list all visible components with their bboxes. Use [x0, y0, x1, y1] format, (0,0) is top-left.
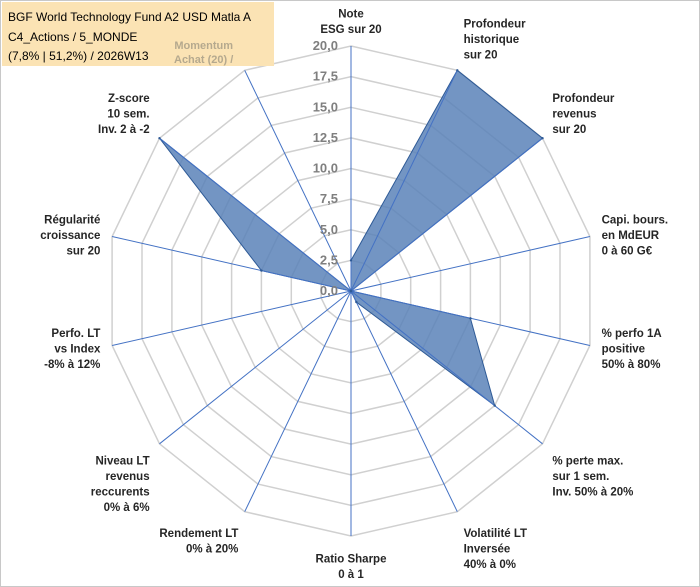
axis-label-line: 50% à 80% — [602, 359, 661, 371]
axis-label-line: Capi. bours. — [602, 215, 668, 227]
axis-label-line: vs Index — [54, 344, 101, 356]
axis-label-line: sur 1 sem. — [552, 471, 609, 483]
spoke-axis-regularite — [111, 236, 352, 292]
tick-label-8: 20,0 — [313, 38, 338, 53]
axis-label-line: sur 20 — [464, 49, 498, 61]
spoke-axis-perte-max — [350, 290, 543, 445]
tick-label-5: 12,5 — [313, 130, 338, 145]
spoke-axis-profondeur-historique — [350, 70, 458, 292]
axis-label-line: 0 à 1 — [338, 569, 364, 581]
axis-label-line: 0% à 20% — [186, 544, 238, 556]
axis-label-axis-niveau-lt-revenus: Niveau LT revenus reccurents 0% à 6% — [91, 456, 150, 515]
data-point-axis-volatilite — [355, 300, 358, 304]
axis-label-axis-perte-max: % perte max. sur 1 sem. Inv. 50% à 20% — [552, 456, 633, 499]
axis-label-axis-perfo-lt-index: Perfo. LT vs Index -8% à 12% — [44, 328, 101, 371]
spoke-axis-niveau-lt-revenus — [159, 290, 352, 445]
axis-label-line: Régularité — [44, 215, 100, 227]
data-point-axis-perte-max — [493, 404, 496, 407]
data-point-axis-vente — [349, 289, 353, 293]
axis-label-line: % perte max. — [552, 456, 623, 468]
momentum-line2: Achat (20) / — [174, 54, 234, 66]
axis-label-line: 10 sem. — [107, 109, 149, 121]
axis-label-line: croissance — [40, 230, 100, 242]
tick-label-2: 5,0 — [320, 222, 338, 237]
axis-label-line: Inv. 2 à -2 — [98, 124, 150, 136]
axis-label-line: reccurents — [91, 487, 150, 499]
data-point-axis-profondeur-historique — [456, 69, 459, 72]
axis-label-line: Perfo. LT — [51, 328, 100, 340]
spoke-axis-z-score — [159, 137, 352, 292]
axis-label-line: Note — [338, 9, 364, 21]
axis-label-line: 0% à 6% — [104, 502, 150, 514]
axis-label-axis-capi-bours: Capi. bours. en MdEUR 0 à 60 G€ — [602, 215, 668, 258]
axis-label-line: Rendement LT — [159, 528, 238, 540]
tick-label-7: 17,5 — [313, 69, 338, 84]
momentum-line1: Momentum — [174, 40, 233, 52]
axis-label-line: ESG sur 20 — [320, 24, 381, 36]
spoke-axis-profondeur-revenus — [350, 137, 543, 292]
data-point-axis-regularite — [260, 269, 263, 272]
axis-label-line: en MdEUR — [602, 230, 660, 242]
chart-title: BGF World Technology Fund A2 USD Matla A — [8, 10, 252, 24]
axis-label-line: revenus — [552, 109, 596, 121]
data-point-axis-note-esg — [349, 259, 353, 262]
axis-label-line: 0 à 60 G€ — [602, 246, 653, 258]
axis-label-axis-regularite: Régularité croissance sur 20 — [40, 215, 100, 258]
momentum-label: Momentum Achat (20) / — [174, 39, 233, 67]
chart-title-box: BGF World Technology Fund A2 USD Matla A… — [2, 2, 274, 66]
axis-label-line: % perfo 1A — [602, 328, 662, 340]
spoke-axis-rendement-lt — [244, 290, 352, 512]
axis-label-axis-perfo-1a: % perfo 1A positive 50% à 80% — [602, 328, 662, 371]
axis-label-line: Niveau LT — [95, 456, 149, 468]
chart-subtitle: C4_Actions / 5_MONDE — [8, 30, 138, 44]
tick-label-0: 0,0 — [320, 283, 338, 298]
axis-label-axis-volatilite: Volatilité LT Inversée 40% à 0% — [464, 528, 527, 571]
axis-label-line: Profondeur — [552, 93, 614, 105]
spoke-axis-vente — [244, 70, 352, 292]
axis-label-line: Profondeur — [464, 18, 526, 30]
axis-label-line: revenus — [105, 471, 149, 483]
axis-label-axis-note-esg: Note ESG sur 20 — [320, 9, 381, 37]
spoke-axis-perfo-lt-index — [111, 290, 352, 346]
axis-label-line: Z-score — [108, 93, 150, 105]
data-point-axis-profondeur-revenus — [541, 137, 544, 140]
axis-label-line: historique — [464, 34, 520, 46]
data-point-axis-z-score — [158, 137, 161, 140]
tick-label-1: 2,5 — [320, 252, 338, 267]
chart-period: (7,8% | 51,2%) / 2026W13 — [8, 49, 149, 63]
axis-label-axis-profondeur-historique: Profondeur historique sur 20 — [464, 18, 526, 61]
axis-label-line: -8% à 12% — [44, 359, 100, 371]
axis-label-axis-profondeur-revenus: Profondeur revenus sur 20 — [552, 93, 614, 136]
axis-label-line: Inversée — [464, 544, 511, 556]
axis-label-line: sur 20 — [67, 246, 101, 258]
axis-label-axis-rendement-lt: Rendement LT 0% à 20% — [159, 528, 238, 556]
tick-label-3: 7,5 — [320, 191, 338, 206]
data-point-axis-perfo-1a — [469, 317, 472, 320]
tick-label-6: 15,0 — [313, 99, 338, 114]
spoke-axis-capi-bours — [350, 236, 591, 292]
axis-label-line: Ratio Sharpe — [316, 554, 387, 566]
axis-label-line: positive — [602, 344, 645, 356]
axis-label-line: 40% à 0% — [464, 559, 516, 571]
axis-label-axis-z-score: Z-score 10 sem. Inv. 2 à -2 — [98, 93, 150, 136]
axis-label-line: Volatilité LT — [464, 528, 527, 540]
axis-label-line: Inv. 50% à 20% — [552, 487, 633, 499]
spoke-axis-volatilite — [350, 290, 458, 512]
axis-label-line: sur 20 — [552, 124, 586, 136]
axis-label-axis-ratio-sharpe: Ratio Sharpe 0 à 1 — [316, 554, 387, 582]
tick-label-4: 10,0 — [313, 161, 338, 176]
